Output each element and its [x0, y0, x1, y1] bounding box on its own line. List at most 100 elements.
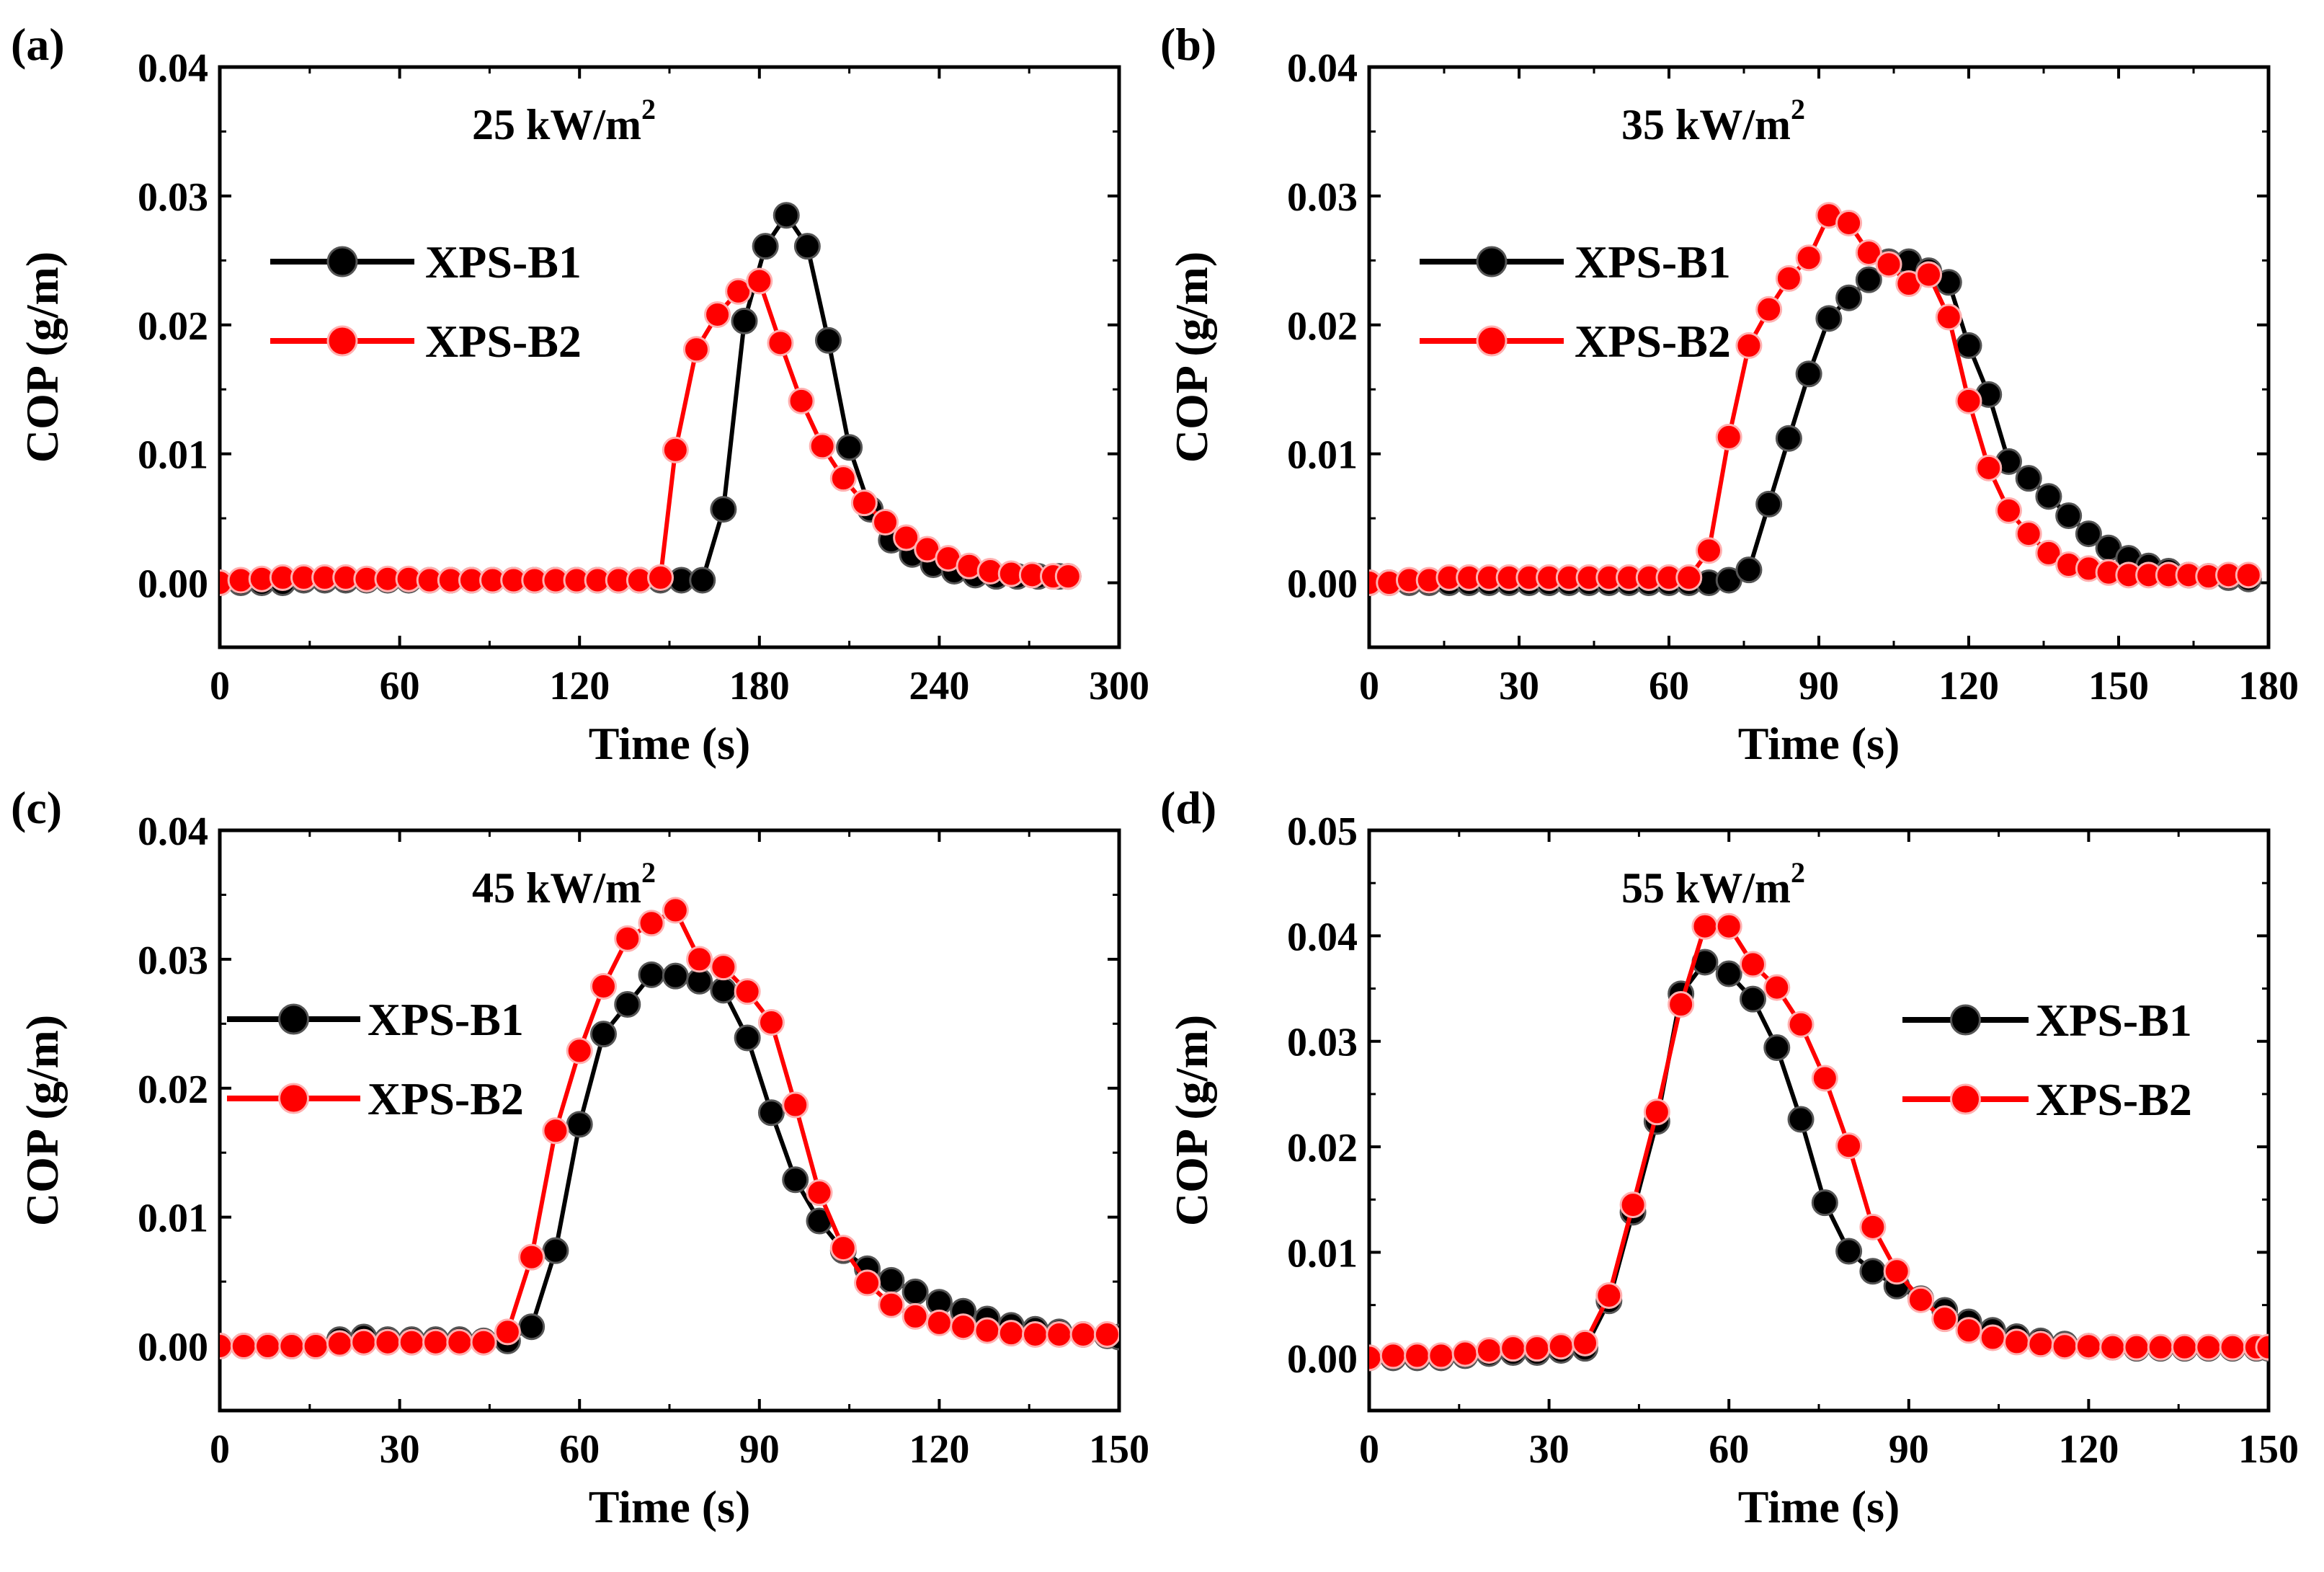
x-tick-label: 60: [380, 664, 420, 709]
data-point-xps-b2: [901, 1302, 929, 1330]
data-point-xps-b2: [1404, 1342, 1431, 1369]
data-point-xps-b2: [1935, 303, 1962, 331]
data-point-xps-b1: [1735, 556, 1763, 584]
data-point-xps-b1: [518, 1313, 546, 1341]
data-point-xps-b2: [1995, 497, 2022, 524]
x-tick-label: 120: [2058, 1427, 2119, 1472]
data-point-xps-b1: [1739, 985, 1766, 1013]
data-point-xps-b2: [326, 1330, 353, 1357]
x-tick-label: 240: [909, 664, 969, 709]
data-point-xps-b1: [752, 233, 779, 260]
data-point-xps-b2: [350, 1328, 378, 1356]
data-point-xps-b2: [1931, 1305, 1959, 1333]
data-point-xps-b2: [1715, 423, 1742, 450]
data-point-xps-b2: [1523, 1335, 1551, 1362]
x-tick-label: 90: [1889, 1427, 1929, 1472]
data-point-xps-b1: [734, 1024, 761, 1052]
data-point-xps-b2: [2195, 1333, 2222, 1361]
data-point-xps-b2: [788, 387, 815, 414]
data-point-xps-b2: [893, 524, 920, 551]
data-point-xps-b1: [814, 327, 842, 354]
data-point-xps-b1: [1811, 1189, 1838, 1217]
data-point-xps-b1: [1815, 305, 1843, 332]
data-point-xps-b1: [731, 307, 758, 334]
data-point-xps-b2: [566, 1037, 593, 1065]
x-tick-label: 120: [1938, 664, 1999, 709]
data-point-xps-b1: [589, 1021, 617, 1048]
data-point-xps-b2: [1379, 1342, 1407, 1369]
data-point-xps-b2: [806, 1179, 833, 1207]
legend-marker-xps-b2: [1950, 1083, 1981, 1115]
legend-label-xps-b1: XPS-B1: [425, 236, 582, 288]
y-tick-label: 0.00: [1287, 562, 1358, 607]
x-tick-label: 90: [739, 1427, 780, 1472]
data-point-xps-b2: [686, 946, 713, 973]
data-point-xps-b2: [1795, 244, 1822, 272]
data-point-xps-b2: [1855, 239, 1882, 267]
data-point-xps-b2: [872, 508, 899, 536]
data-point-xps-b2: [704, 301, 731, 328]
data-point-xps-b1: [614, 991, 641, 1018]
data-point-xps-b2: [518, 1243, 546, 1271]
x-tick-label: 0: [210, 1427, 230, 1472]
y-tick-label: 0.01: [1287, 1231, 1358, 1276]
legend-label-xps-b2: XPS-B2: [1575, 316, 1731, 367]
series-group: [220, 897, 1119, 1360]
data-point-xps-b1: [662, 962, 689, 990]
flux-annotation-sup: 2: [1791, 856, 1805, 889]
data-point-xps-b2: [1619, 1191, 1647, 1219]
x-tick-label: 60: [1709, 1427, 1749, 1472]
legend-marker-xps-b2: [278, 1083, 309, 1114]
data-point-xps-b2: [1595, 1282, 1623, 1309]
data-point-xps-b2: [1069, 1320, 1097, 1348]
data-point-xps-b1: [878, 1266, 905, 1294]
data-point-xps-b2: [757, 1009, 785, 1036]
panel-label: (a): [11, 19, 65, 70]
data-point-xps-b2: [1835, 1132, 1863, 1160]
data-point-xps-b2: [809, 432, 836, 460]
data-point-xps-b2: [710, 954, 737, 981]
data-point-xps-b2: [662, 436, 689, 463]
data-point-xps-b1: [1835, 284, 1863, 311]
legend-label-xps-b1: XPS-B1: [368, 994, 524, 1045]
data-point-xps-b1: [2035, 483, 2062, 510]
y-tick-label: 0.05: [1287, 809, 1358, 854]
x-axis-title: Time (s): [1738, 1481, 1900, 1532]
data-point-xps-b2: [829, 1235, 857, 1262]
data-point-xps-b2: [1735, 332, 1763, 359]
x-tick-label: 120: [909, 1427, 969, 1472]
data-point-xps-b2: [589, 972, 617, 1000]
data-point-xps-b1: [1715, 960, 1742, 987]
x-tick-label: 180: [729, 664, 790, 709]
data-point-xps-b1: [2055, 502, 2083, 530]
data-point-xps-b2: [1054, 563, 1082, 590]
y-tick-label: 0.03: [138, 938, 208, 983]
x-tick-label: 300: [1089, 664, 1149, 709]
legend-marker-xps-b1: [1950, 1004, 1981, 1036]
flux-annotation-sup: 2: [641, 856, 656, 889]
data-point-xps-b2: [1739, 951, 1766, 978]
data-point-xps-b1: [686, 967, 713, 995]
flux-annotation-sup: 2: [1791, 93, 1805, 125]
panel-label: (b): [1160, 19, 1216, 70]
data-point-xps-b2: [850, 489, 878, 517]
data-point-xps-b2: [2123, 1333, 2150, 1361]
data-point-xps-b2: [1835, 209, 1863, 236]
data-point-xps-b2: [494, 1318, 521, 1346]
x-tick-label: 30: [1499, 664, 1539, 709]
data-point-xps-b2: [1811, 1065, 1838, 1092]
data-point-xps-b2: [1547, 1333, 1575, 1360]
data-point-xps-b2: [470, 1328, 497, 1356]
data-point-xps-b2: [446, 1328, 473, 1356]
data-point-xps-b2: [974, 1317, 1001, 1344]
data-point-xps-b1: [542, 1237, 569, 1264]
data-point-xps-b1: [1775, 425, 1802, 452]
data-point-xps-b1: [710, 496, 737, 523]
data-point-xps-b1: [782, 1166, 809, 1194]
data-point-xps-b2: [1093, 1320, 1119, 1348]
data-point-xps-b2: [662, 897, 689, 924]
data-point-xps-b2: [925, 1309, 953, 1336]
panel-label: (c): [11, 782, 62, 833]
data-point-xps-b2: [542, 1117, 569, 1145]
data-point-xps-b2: [1883, 1258, 1910, 1285]
